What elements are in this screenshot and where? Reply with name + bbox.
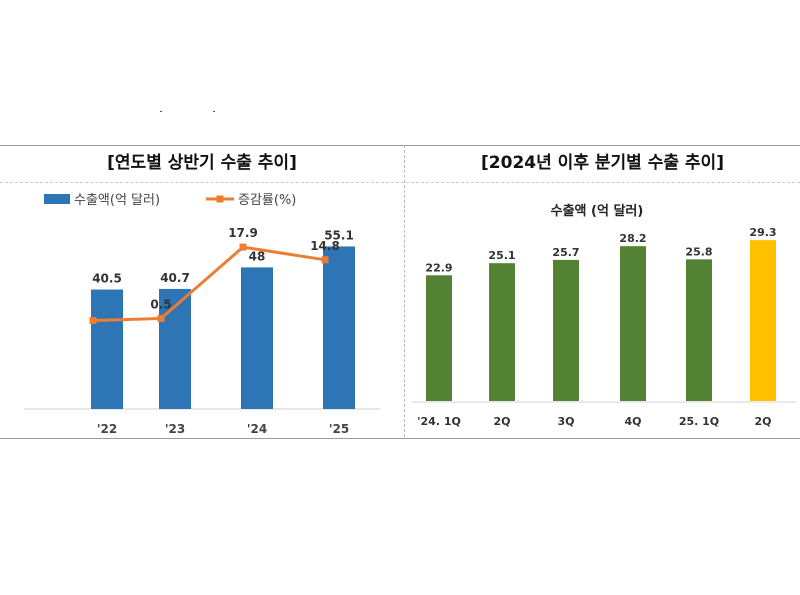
legend-swatch-growth-marker bbox=[216, 195, 224, 203]
x-tick-label: '25 bbox=[329, 422, 349, 436]
bar bbox=[553, 259, 579, 401]
legend: 수출액(억 달러) 증감률(%) bbox=[44, 193, 296, 208]
legend-swatch-export bbox=[44, 194, 70, 204]
legend-label-export: 수출액(억 달러) bbox=[74, 193, 160, 208]
x-tick-label: 4Q bbox=[624, 415, 641, 428]
stray-dot bbox=[160, 111, 162, 112]
bar-value-label: 55.1 bbox=[324, 228, 354, 242]
bar bbox=[489, 263, 515, 401]
growth-value-label: 0.5 bbox=[150, 297, 171, 311]
x-tick-label: '24. 1Q bbox=[417, 415, 461, 428]
bar bbox=[686, 259, 712, 401]
x-tick-label: '24 bbox=[247, 422, 267, 436]
bar bbox=[241, 267, 273, 409]
growth-marker bbox=[321, 256, 329, 264]
panel-divider bbox=[404, 145, 405, 437]
bar bbox=[323, 246, 355, 409]
title-divider bbox=[0, 182, 800, 183]
x-tick-label: '23 bbox=[165, 422, 185, 436]
x-tick-label: 2Q bbox=[493, 415, 510, 428]
right-chart-title: [2024년 이후 분기별 수출 추이] bbox=[481, 153, 724, 173]
bar-value-label: 25.8 bbox=[685, 245, 712, 258]
bar-value-label: 25.7 bbox=[552, 246, 579, 259]
x-tick-label: 3Q bbox=[557, 415, 574, 428]
growth-line bbox=[92, 245, 326, 322]
figure-frame bbox=[0, 145, 800, 439]
bar bbox=[91, 289, 123, 409]
left-chart-title: [연도별 상반기 수출 추이] bbox=[107, 153, 297, 173]
bar-value-label: 22.9 bbox=[425, 261, 452, 274]
growth-marker bbox=[157, 314, 165, 322]
bar-value-label: 40.7 bbox=[160, 271, 190, 285]
bar-value-label: 28.2 bbox=[619, 232, 646, 245]
x-tick-label: '22 bbox=[97, 422, 117, 436]
right-chart-subtitle: 수출액 (억 달러) bbox=[551, 203, 644, 219]
growth-value-label: 14.8 bbox=[310, 239, 340, 253]
bar-value-label: 29.3 bbox=[749, 226, 776, 239]
growth-marker bbox=[239, 243, 247, 251]
bar bbox=[750, 240, 776, 401]
legend-label-growth: 증감률(%) bbox=[238, 193, 296, 208]
right-chart: 수출액 (억 달러) 22.9 '24. 1Q 25.1 2Q 25.7 3Q 28.2 4Q… bbox=[411, 203, 797, 428]
x-tick-label: 2Q bbox=[754, 415, 771, 428]
growth-marker bbox=[89, 317, 97, 324]
bar-value-label: 48 bbox=[249, 249, 266, 263]
left-chart: 수출액(억 달러) 증감률(%) 40.5 '22 40.7 '23 48 '24 55.1… bbox=[24, 193, 380, 436]
bar bbox=[620, 246, 646, 401]
growth-value-label: 17.9 bbox=[228, 226, 258, 240]
stray-dot bbox=[213, 111, 215, 112]
bar-value-label: 25.1 bbox=[488, 249, 515, 262]
bar bbox=[159, 288, 191, 409]
bar-value-label: 40.5 bbox=[92, 272, 122, 286]
bar bbox=[426, 275, 452, 401]
x-tick-label: 25. 1Q bbox=[679, 415, 719, 428]
